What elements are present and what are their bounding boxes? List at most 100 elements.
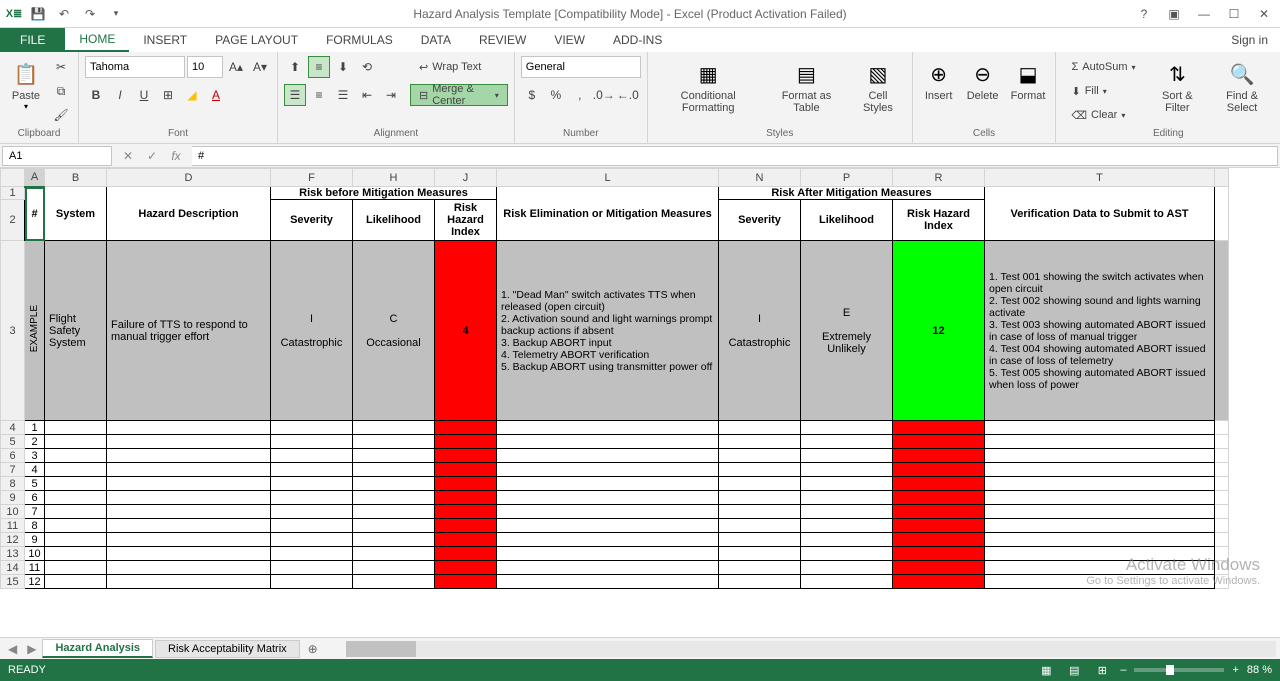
find-select-button[interactable]: 🔍 Find & Select [1210,56,1274,116]
name-box[interactable]: A1 [2,146,112,166]
zoom-slider[interactable] [1134,668,1224,672]
undo-icon[interactable]: ↶ [52,4,76,24]
row-header[interactable]: 13 [1,547,25,561]
row-header[interactable]: 5 [1,435,25,449]
cell-styles-button[interactable]: ▧ Cell Styles [850,56,905,116]
row-header[interactable]: 11 [1,519,25,533]
merge-center-button[interactable]: ⊟ Merge & Center ▾ [410,84,508,106]
redo-icon[interactable]: ↷ [78,4,102,24]
col-header[interactable]: R [893,169,985,187]
col-header[interactable]: F [271,169,353,187]
row-header[interactable]: 14 [1,561,25,575]
col-header[interactable]: T [985,169,1215,187]
row-header[interactable]: 1 [1,187,25,200]
comma-format-icon[interactable]: , [569,84,591,106]
col-header[interactable]: B [45,169,107,187]
percent-format-icon[interactable]: % [545,84,567,106]
row-header[interactable]: 10 [1,505,25,519]
col-header[interactable]: P [801,169,893,187]
format-table-button[interactable]: ▤ Format as Table [767,56,847,116]
tab-pagelayout[interactable]: PAGE LAYOUT [201,28,312,52]
align-left-icon[interactable]: ☰ [284,84,306,106]
copy-icon[interactable]: ⧉ [50,80,72,102]
orientation-icon[interactable]: ⟲ [356,56,378,78]
close-icon[interactable]: ✕ [1252,4,1276,24]
add-sheet-button[interactable]: ⊕ [300,640,326,658]
zoom-in-button[interactable]: + [1232,664,1238,676]
row-header[interactable]: 4 [1,421,25,435]
file-tab[interactable]: FILE [0,28,65,52]
sheet-nav-prev-icon[interactable]: ◀ [4,642,21,656]
col-header[interactable]: N [719,169,801,187]
qat-customize-icon[interactable]: ▾ [104,4,128,24]
fill-button[interactable]: ⬇Fill▾ [1062,80,1144,102]
col-header[interactable]: J [435,169,497,187]
tab-data[interactable]: DATA [407,28,465,52]
align-middle-icon[interactable]: ≡ [308,56,330,78]
decrease-decimal-icon[interactable]: ←.0 [617,84,639,106]
autosum-button[interactable]: ΣAutoSum▾ [1062,56,1144,78]
accounting-format-icon[interactable]: $ [521,84,543,106]
align-bottom-icon[interactable]: ⬇ [332,56,354,78]
bold-button[interactable]: B [85,84,107,106]
row-header[interactable]: 9 [1,491,25,505]
fx-accept-icon[interactable]: ✓ [140,146,164,166]
italic-button[interactable]: I [109,84,131,106]
delete-cells-button[interactable]: ⊖ Delete [963,56,1003,104]
help-icon[interactable]: ? [1132,4,1156,24]
sort-filter-button[interactable]: ⇅ Sort & Filter [1149,56,1207,116]
tab-review[interactable]: REVIEW [465,28,540,52]
align-right-icon[interactable]: ☰ [332,84,354,106]
zoom-out-button[interactable]: – [1120,664,1126,676]
minimize-icon[interactable]: — [1192,4,1216,24]
col-header[interactable]: L [497,169,719,187]
fx-icon[interactable]: fx [164,146,188,166]
signin-link[interactable]: Sign in [1219,28,1280,52]
row-header[interactable]: 2 [1,200,25,241]
insert-cells-button[interactable]: ⊕ Insert [919,56,959,104]
tab-view[interactable]: VIEW [540,28,599,52]
zoom-level[interactable]: 88 % [1247,664,1272,676]
indent-increase-icon[interactable]: ⇥ [380,84,402,106]
tab-insert[interactable]: INSERT [129,28,201,52]
ribbon-options-icon[interactable]: ▣ [1162,4,1186,24]
sheet-nav-next-icon[interactable]: ▶ [23,642,40,656]
font-color-button[interactable]: A [205,84,227,106]
align-top-icon[interactable]: ⬆ [284,56,306,78]
grow-font-icon[interactable]: A▴ [225,56,247,78]
page-layout-view-icon[interactable]: ▤ [1064,662,1084,678]
page-break-view-icon[interactable]: ⊞ [1092,662,1112,678]
row-header[interactable]: 3 [1,241,25,421]
maximize-icon[interactable]: ☐ [1222,4,1246,24]
border-button[interactable]: ⊞ [157,84,179,106]
spreadsheet-grid[interactable]: A B D F H J L N P R T 1 # System [0,168,1229,589]
row-header[interactable]: 6 [1,449,25,463]
col-header[interactable]: A [25,169,45,187]
row-header[interactable]: 8 [1,477,25,491]
fx-cancel-icon[interactable]: ✕ [116,146,140,166]
clear-button[interactable]: ⌫Clear▾ [1062,104,1144,126]
row-header[interactable]: 12 [1,533,25,547]
font-family-select[interactable] [85,56,185,78]
tab-formulas[interactable]: FORMULAS [312,28,407,52]
sheet-tab[interactable]: Risk Acceptability Matrix [155,640,300,658]
col-header[interactable]: D [107,169,271,187]
cut-icon[interactable]: ✂ [50,56,72,78]
sheet-tab[interactable]: Hazard Analysis [42,639,153,658]
tab-addins[interactable]: ADD-INS [599,28,676,52]
select-all-corner[interactable] [1,169,25,187]
shrink-font-icon[interactable]: A▾ [249,56,271,78]
save-icon[interactable]: 💾 [26,4,50,24]
underline-button[interactable]: U [133,84,155,106]
normal-view-icon[interactable]: ▦ [1036,662,1056,678]
increase-decimal-icon[interactable]: .0→ [593,84,615,106]
row-header[interactable]: 15 [1,575,25,589]
wrap-text-button[interactable]: ↩ Wrap Text [410,56,508,78]
tab-home[interactable]: HOME [65,28,129,52]
number-format-select[interactable] [521,56,641,78]
format-cells-button[interactable]: ⬓ Format [1007,56,1050,104]
col-header[interactable] [1215,169,1229,187]
conditional-formatting-button[interactable]: ▦ Conditional Formatting [654,56,763,116]
indent-decrease-icon[interactable]: ⇤ [356,84,378,106]
format-painter-icon[interactable]: 🖌 [50,104,72,126]
